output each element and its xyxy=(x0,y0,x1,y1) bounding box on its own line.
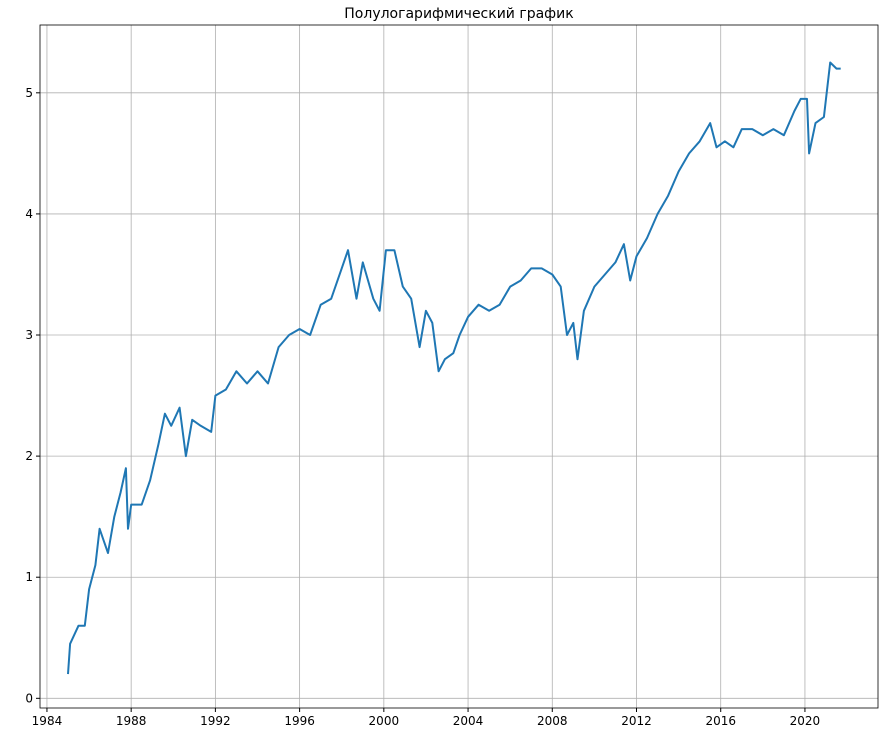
chart-title: Полулогарифмический график xyxy=(344,6,573,22)
x-tick-label: 2008 xyxy=(537,714,568,728)
y-tick-label: 2 xyxy=(25,449,33,463)
y-tick-label: 0 xyxy=(25,691,33,705)
x-tick-label: 1992 xyxy=(200,714,231,728)
x-tick-label: 2016 xyxy=(705,714,736,728)
x-tick-label: 1988 xyxy=(116,714,147,728)
plot-frame xyxy=(39,24,879,709)
y-tick-label: 1 xyxy=(25,570,33,584)
y-tick-label: 3 xyxy=(25,328,33,342)
y-tick-label: 5 xyxy=(25,86,33,100)
x-tick-label: 1996 xyxy=(284,714,315,728)
data-line xyxy=(67,61,841,675)
x-tick-label: 2012 xyxy=(621,714,652,728)
x-tick-label: 1984 xyxy=(32,714,63,728)
x-tick-label: 2004 xyxy=(453,714,484,728)
y-tick-label: 4 xyxy=(25,207,33,221)
x-tick-label: 2020 xyxy=(790,714,821,728)
x-tick-label: 2000 xyxy=(369,714,400,728)
